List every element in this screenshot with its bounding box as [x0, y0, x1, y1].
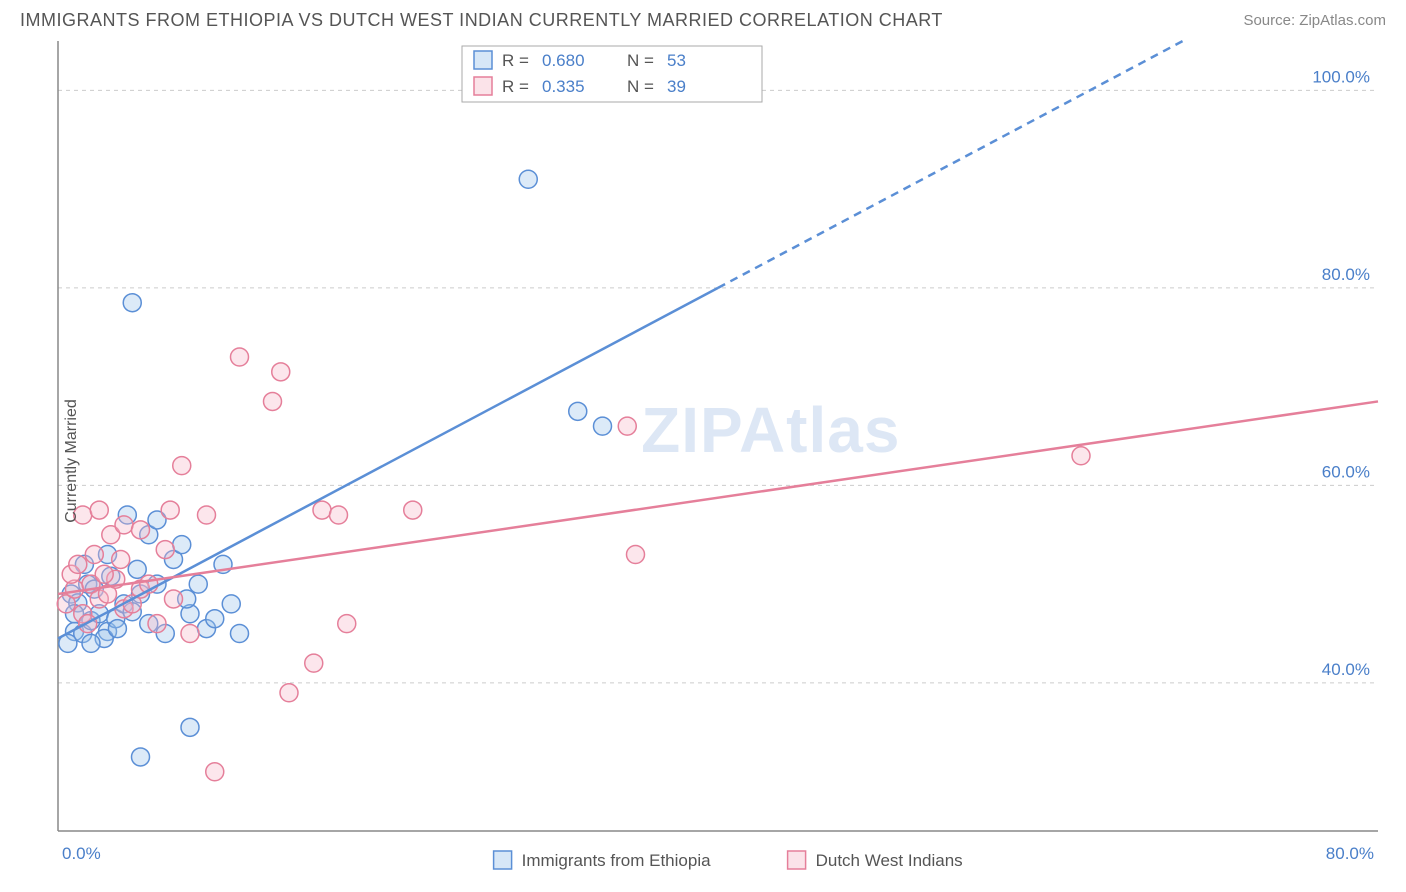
data-point: [112, 550, 130, 568]
data-point: [206, 763, 224, 781]
legend-r-value: 0.335: [542, 77, 585, 96]
data-point: [148, 615, 166, 633]
data-point: [82, 634, 100, 652]
data-point: [338, 615, 356, 633]
data-point: [330, 506, 348, 524]
legend-n-value: 39: [667, 77, 686, 96]
data-point: [231, 348, 249, 366]
source-label: Source: ZipAtlas.com: [1243, 12, 1386, 29]
data-point: [115, 516, 133, 534]
data-point: [305, 654, 323, 672]
data-point: [132, 521, 150, 539]
data-point: [173, 536, 191, 554]
x-tick-label: 80.0%: [1326, 844, 1374, 863]
data-point: [280, 684, 298, 702]
data-point: [198, 506, 216, 524]
data-point: [569, 402, 587, 420]
legend-n-label: N =: [627, 51, 654, 70]
regression-line-solid: [58, 288, 718, 639]
y-axis-label: Currently Married: [63, 399, 81, 523]
data-point: [206, 610, 224, 628]
legend-swatch: [494, 851, 512, 869]
legend-series-label: Dutch West Indians: [816, 851, 963, 870]
x-tick-label: 0.0%: [62, 844, 101, 863]
data-point: [189, 575, 207, 593]
data-point: [132, 748, 150, 766]
data-point: [1072, 447, 1090, 465]
legend-swatch: [474, 51, 492, 69]
data-point: [95, 565, 113, 583]
legend-swatch: [788, 851, 806, 869]
watermark: ZIPAtlas: [641, 394, 900, 466]
y-tick-label: 40.0%: [1322, 660, 1370, 679]
correlation-scatter-chart: 40.0% 60.0% 80.0% 100.0% ZIPAtlas 0.0% 80.0% R …: [0, 36, 1406, 886]
data-point: [594, 417, 612, 435]
regression-line-dashed: [718, 41, 1183, 288]
data-point: [108, 620, 126, 638]
legend-series-label: Immigrants from Ethiopia: [522, 851, 711, 870]
data-point: [181, 625, 199, 643]
data-point: [272, 363, 290, 381]
data-point: [404, 501, 422, 519]
legend-r-value: 0.680: [542, 51, 585, 70]
data-point: [627, 546, 645, 564]
legend-swatch: [474, 77, 492, 95]
data-point: [123, 294, 141, 312]
y-tick-label: 80.0%: [1322, 265, 1370, 284]
data-point: [165, 590, 183, 608]
data-point: [173, 457, 191, 475]
data-point: [161, 501, 179, 519]
legend-r-label: R =: [502, 51, 529, 70]
data-point: [618, 417, 636, 435]
legend-r-label: R =: [502, 77, 529, 96]
data-point: [231, 625, 249, 643]
data-point: [264, 392, 282, 410]
data-point: [313, 501, 331, 519]
y-tick-label: 60.0%: [1322, 462, 1370, 481]
data-point: [85, 546, 103, 564]
data-point: [69, 555, 87, 573]
y-tick-label: 100.0%: [1312, 67, 1370, 86]
data-point: [90, 501, 108, 519]
legend-n-label: N =: [627, 77, 654, 96]
data-point: [181, 718, 199, 736]
chart-title: IMMIGRANTS FROM ETHIOPIA VS DUTCH WEST I…: [20, 10, 943, 31]
data-point: [128, 560, 146, 578]
data-point: [222, 595, 240, 613]
legend-n-value: 53: [667, 51, 686, 70]
data-point: [519, 170, 537, 188]
data-point: [156, 541, 174, 559]
